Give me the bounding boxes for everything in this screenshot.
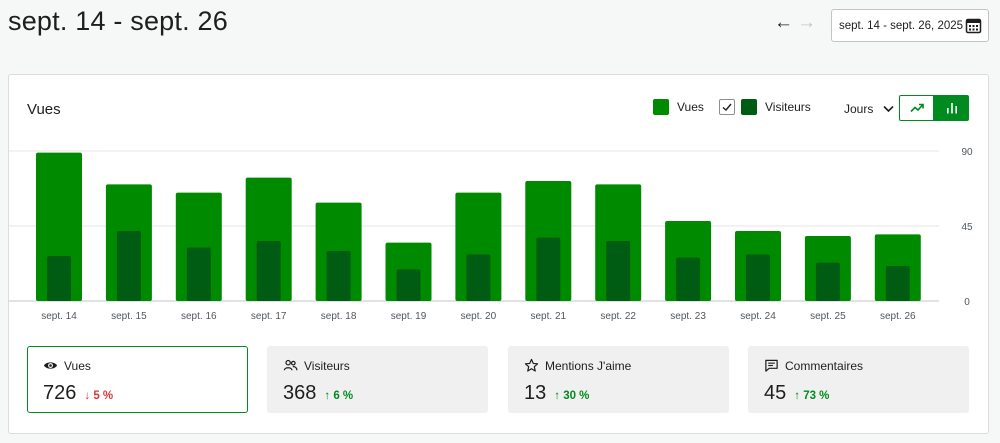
- stat-visitors[interactable]: Visiteurs 368 ↑ 6 %: [267, 346, 488, 413]
- bar-visitors: [47, 256, 71, 301]
- legend-visitors-swatch: [741, 99, 757, 115]
- bar-visitors: [116, 231, 141, 301]
- stat-label: Visiteurs: [304, 358, 350, 373]
- stat-comments[interactable]: Commentaires 45 ↑ 73 %: [748, 346, 969, 413]
- bar-visitors: [466, 254, 491, 301]
- legend-views: Vues: [653, 99, 704, 115]
- bar-visitors: [396, 269, 421, 301]
- stat-delta: ↓ 5 %: [84, 390, 114, 402]
- page-title: sept. 14 - sept. 26: [8, 6, 228, 36]
- chart-title: Vues: [27, 101, 61, 118]
- x-tick-label: sept. 16: [181, 311, 217, 322]
- bar-chart-button[interactable]: [934, 95, 969, 121]
- x-tick-label: sept. 17: [251, 311, 287, 322]
- x-tick-label: sept. 14: [41, 311, 77, 322]
- calendar-icon: [965, 17, 982, 34]
- stat-likes[interactable]: Mentions J'aime 13 ↑ 30 %: [508, 346, 729, 413]
- period-select-value: Jours: [844, 102, 874, 116]
- chevron-down-icon: [883, 105, 894, 113]
- stat-delta: ↑ 6 %: [324, 390, 354, 402]
- comment-icon: [765, 359, 778, 372]
- stat-label: Mentions J'aime: [545, 358, 632, 373]
- eye-icon: [43, 362, 58, 369]
- stat-views[interactable]: Vues 726 ↓ 5 %: [27, 346, 248, 413]
- checkmark-icon: [722, 103, 732, 111]
- x-tick-label: sept. 25: [810, 311, 846, 322]
- stat-label: Vues: [64, 358, 91, 373]
- stat-value: 45: [764, 382, 787, 404]
- stats-card: Vues Vues Visiteurs Jours 90 45 0 sept. 14 s…: [8, 74, 989, 434]
- bar-visitors: [885, 266, 910, 301]
- x-tick-label: sept. 26: [880, 311, 916, 322]
- y-tick-label: 90: [961, 147, 973, 158]
- bar-visitors: [256, 241, 281, 301]
- x-tick-label: sept. 22: [600, 311, 636, 322]
- x-tick-label: sept. 24: [740, 311, 776, 322]
- visitors-checkbox[interactable]: [719, 99, 735, 115]
- bar-visitors: [815, 262, 840, 301]
- date-range-label: sept. 14 - sept. 26, 2025: [839, 19, 964, 32]
- x-tick-label: sept. 21: [531, 311, 567, 322]
- people-icon: [283, 359, 298, 371]
- legend-visitors-label: Visiteurs: [765, 100, 811, 114]
- legend-visitors[interactable]: Visiteurs: [719, 99, 811, 115]
- legend-views-swatch: [653, 99, 669, 115]
- bar-visitors: [676, 257, 701, 301]
- next-period-button[interactable]: →: [797, 12, 816, 33]
- stat-delta: ↑ 30 %: [554, 390, 590, 402]
- bar-visitors: [606, 241, 631, 301]
- bar-chart-icon: [946, 103, 957, 114]
- date-range-picker[interactable]: sept. 14 - sept. 26, 2025: [831, 9, 989, 42]
- stat-value: 13: [524, 382, 547, 404]
- views-bar-chart: 90 45 0 sept. 14 sept. 15 sept. 16 sept. 17 sep…: [9, 147, 973, 322]
- x-tick-label: sept. 23: [670, 311, 706, 322]
- x-tick-label: sept. 20: [461, 311, 497, 322]
- stat-value: 368: [283, 382, 317, 404]
- stat-delta: ↑ 73 %: [794, 390, 830, 402]
- y-tick-label: 0: [964, 297, 970, 308]
- stat-value: 726: [43, 382, 77, 404]
- bar-visitors: [746, 254, 770, 301]
- bar-visitors: [186, 247, 211, 301]
- trend-line-icon: [909, 103, 924, 113]
- y-tick-label: 45: [961, 222, 973, 233]
- stat-label: Commentaires: [785, 358, 864, 373]
- x-tick-label: sept. 15: [111, 311, 147, 322]
- period-select[interactable]: Jours: [844, 102, 894, 116]
- x-tick-label: sept. 18: [321, 311, 357, 322]
- previous-period-button[interactable]: ←: [774, 12, 793, 33]
- x-tick-label: sept. 19: [391, 311, 427, 322]
- legend-views-label: Vues: [677, 100, 704, 114]
- chart-type-toggle: [899, 95, 969, 121]
- star-icon: [524, 358, 539, 372]
- line-chart-button[interactable]: [899, 95, 934, 121]
- bar-visitors: [326, 251, 351, 301]
- bar-visitors: [536, 237, 561, 301]
